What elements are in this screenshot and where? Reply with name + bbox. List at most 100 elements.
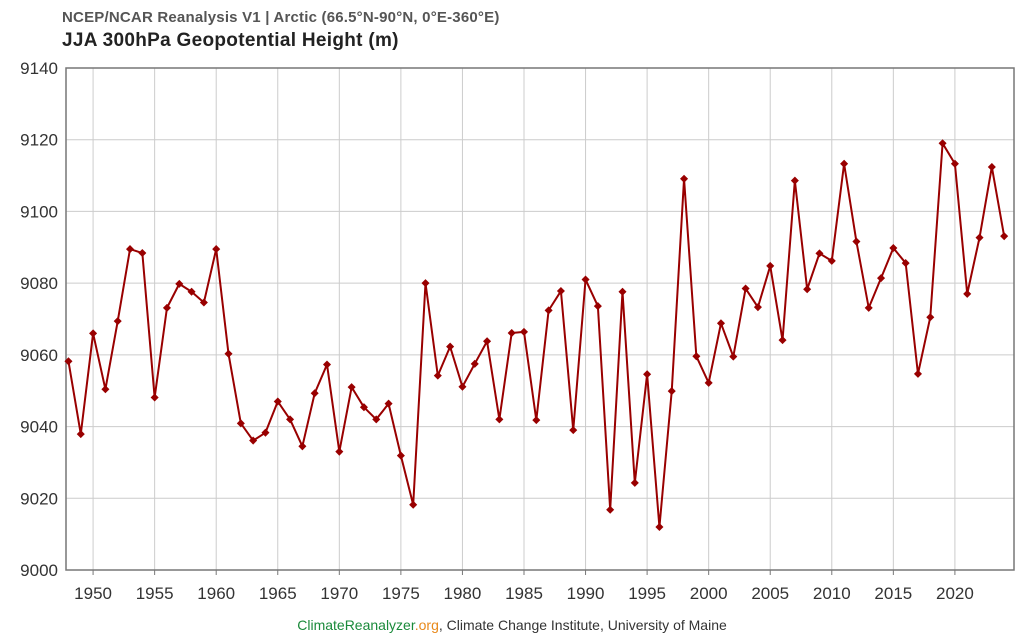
y-tick-label: 9140 <box>20 59 58 78</box>
data-point-1985[interactable] <box>519 327 529 336</box>
data-point-1973[interactable] <box>372 415 381 424</box>
x-tick-label: 1950 <box>74 584 112 603</box>
data-point-1970[interactable] <box>335 447 344 456</box>
data-point-2000[interactable] <box>704 378 713 387</box>
x-tick-label: 1955 <box>136 584 174 603</box>
data-point-1987[interactable] <box>544 306 553 315</box>
data-point-2005[interactable] <box>766 261 775 270</box>
data-point-1961[interactable] <box>224 349 233 358</box>
x-tick-label: 1975 <box>382 584 420 603</box>
data-point-2016[interactable] <box>901 259 910 268</box>
y-tick-label: 9100 <box>20 202 58 221</box>
data-point-1976[interactable] <box>409 500 418 509</box>
plot-frame <box>65 67 1015 571</box>
data-point-2008[interactable] <box>803 285 812 294</box>
data-point-1986[interactable] <box>532 416 541 425</box>
x-tick-label: 2005 <box>751 584 789 603</box>
data-point-2024[interactable] <box>1000 232 1009 241</box>
data-point-1982[interactable] <box>483 337 492 346</box>
data-point-1996[interactable] <box>655 522 664 531</box>
data-point-1995[interactable] <box>643 370 652 379</box>
data-point-2022[interactable] <box>975 233 984 242</box>
data-point-1992[interactable] <box>606 505 615 514</box>
data-point-2009[interactable] <box>815 249 824 258</box>
data-point-1964[interactable] <box>261 428 270 437</box>
series-layer <box>64 139 1009 531</box>
data-point-1997[interactable] <box>667 387 676 396</box>
y-tick-label: 9020 <box>20 489 58 508</box>
data-point-1965[interactable] <box>273 397 282 406</box>
data-point-2023[interactable] <box>987 162 996 171</box>
data-point-1959[interactable] <box>199 298 208 307</box>
data-point-2015[interactable] <box>889 243 898 253</box>
data-point-2018[interactable] <box>926 313 935 322</box>
data-point-1999[interactable] <box>692 352 701 361</box>
series-line <box>67 142 1006 528</box>
data-point-2014[interactable] <box>877 274 886 283</box>
data-point-1971[interactable] <box>347 383 356 392</box>
data-point-2021[interactable] <box>963 289 972 298</box>
data-point-2017[interactable] <box>913 369 922 378</box>
data-point-1998[interactable] <box>680 174 689 183</box>
footer-brand[interactable]: ClimateReanalyzer <box>297 617 415 633</box>
data-point-1968[interactable] <box>310 389 319 398</box>
data-point-1980[interactable] <box>458 382 467 391</box>
data-point-1953[interactable] <box>125 245 135 254</box>
data-point-1977[interactable] <box>421 279 430 288</box>
y-tick-label: 9120 <box>20 131 58 150</box>
data-point-1967[interactable] <box>298 442 307 451</box>
data-point-2004[interactable] <box>753 303 762 312</box>
data-point-2001[interactable] <box>716 319 726 328</box>
data-point-1981[interactable] <box>470 359 479 368</box>
data-point-1958[interactable] <box>187 287 196 296</box>
data-point-1990[interactable] <box>581 275 590 284</box>
data-point-2013[interactable] <box>864 303 873 312</box>
data-point-2002[interactable] <box>729 352 738 361</box>
data-point-1951[interactable] <box>101 385 110 394</box>
data-point-1979[interactable] <box>446 342 455 351</box>
data-point-2011[interactable] <box>840 159 849 168</box>
x-tick-label: 2010 <box>813 584 851 603</box>
data-point-2020[interactable] <box>950 159 959 168</box>
data-point-1966[interactable] <box>286 415 295 424</box>
data-point-1993[interactable] <box>618 287 627 296</box>
data-point-1952[interactable] <box>113 317 122 326</box>
data-point-2010[interactable] <box>827 256 836 265</box>
data-point-1949[interactable] <box>76 430 85 439</box>
y-tick-label: 9040 <box>20 418 58 437</box>
x-tick-label: 1960 <box>197 584 235 603</box>
x-tick-label: 1990 <box>567 584 605 603</box>
data-point-1991[interactable] <box>593 302 602 311</box>
data-point-2003[interactable] <box>741 284 750 293</box>
data-point-2019[interactable] <box>938 139 947 148</box>
y-tick-label: 9080 <box>20 274 58 293</box>
data-point-1969[interactable] <box>322 360 332 369</box>
data-point-1972[interactable] <box>359 403 368 412</box>
data-point-1954[interactable] <box>138 248 147 258</box>
data-point-1983[interactable] <box>495 415 504 424</box>
footer-brand-tld[interactable]: .org <box>414 617 439 633</box>
data-point-1950[interactable] <box>89 329 98 338</box>
data-point-1974[interactable] <box>384 399 393 408</box>
data-point-1975[interactable] <box>396 451 405 460</box>
data-point-1988[interactable] <box>556 287 565 296</box>
data-point-2006[interactable] <box>778 336 787 345</box>
data-point-1978[interactable] <box>433 371 442 380</box>
data-point-1960[interactable] <box>212 245 221 254</box>
data-point-1994[interactable] <box>630 478 639 487</box>
data-point-1956[interactable] <box>162 303 171 312</box>
grid-layer <box>66 67 1014 575</box>
x-tick-label: 2020 <box>936 584 974 603</box>
footer-institution: , Climate Change Institute, University o… <box>438 617 727 633</box>
data-point-2007[interactable] <box>790 176 799 185</box>
data-point-2012[interactable] <box>852 237 861 246</box>
x-tick-label: 2015 <box>874 584 912 603</box>
x-tick-label: 2000 <box>690 584 728 603</box>
data-point-1962[interactable] <box>236 419 245 428</box>
data-point-1955[interactable] <box>150 393 159 402</box>
data-point-1957[interactable] <box>175 279 184 288</box>
data-point-1984[interactable] <box>507 328 516 338</box>
data-point-1989[interactable] <box>569 426 578 435</box>
data-point-1963[interactable] <box>249 436 258 445</box>
data-point-1948[interactable] <box>64 357 73 366</box>
